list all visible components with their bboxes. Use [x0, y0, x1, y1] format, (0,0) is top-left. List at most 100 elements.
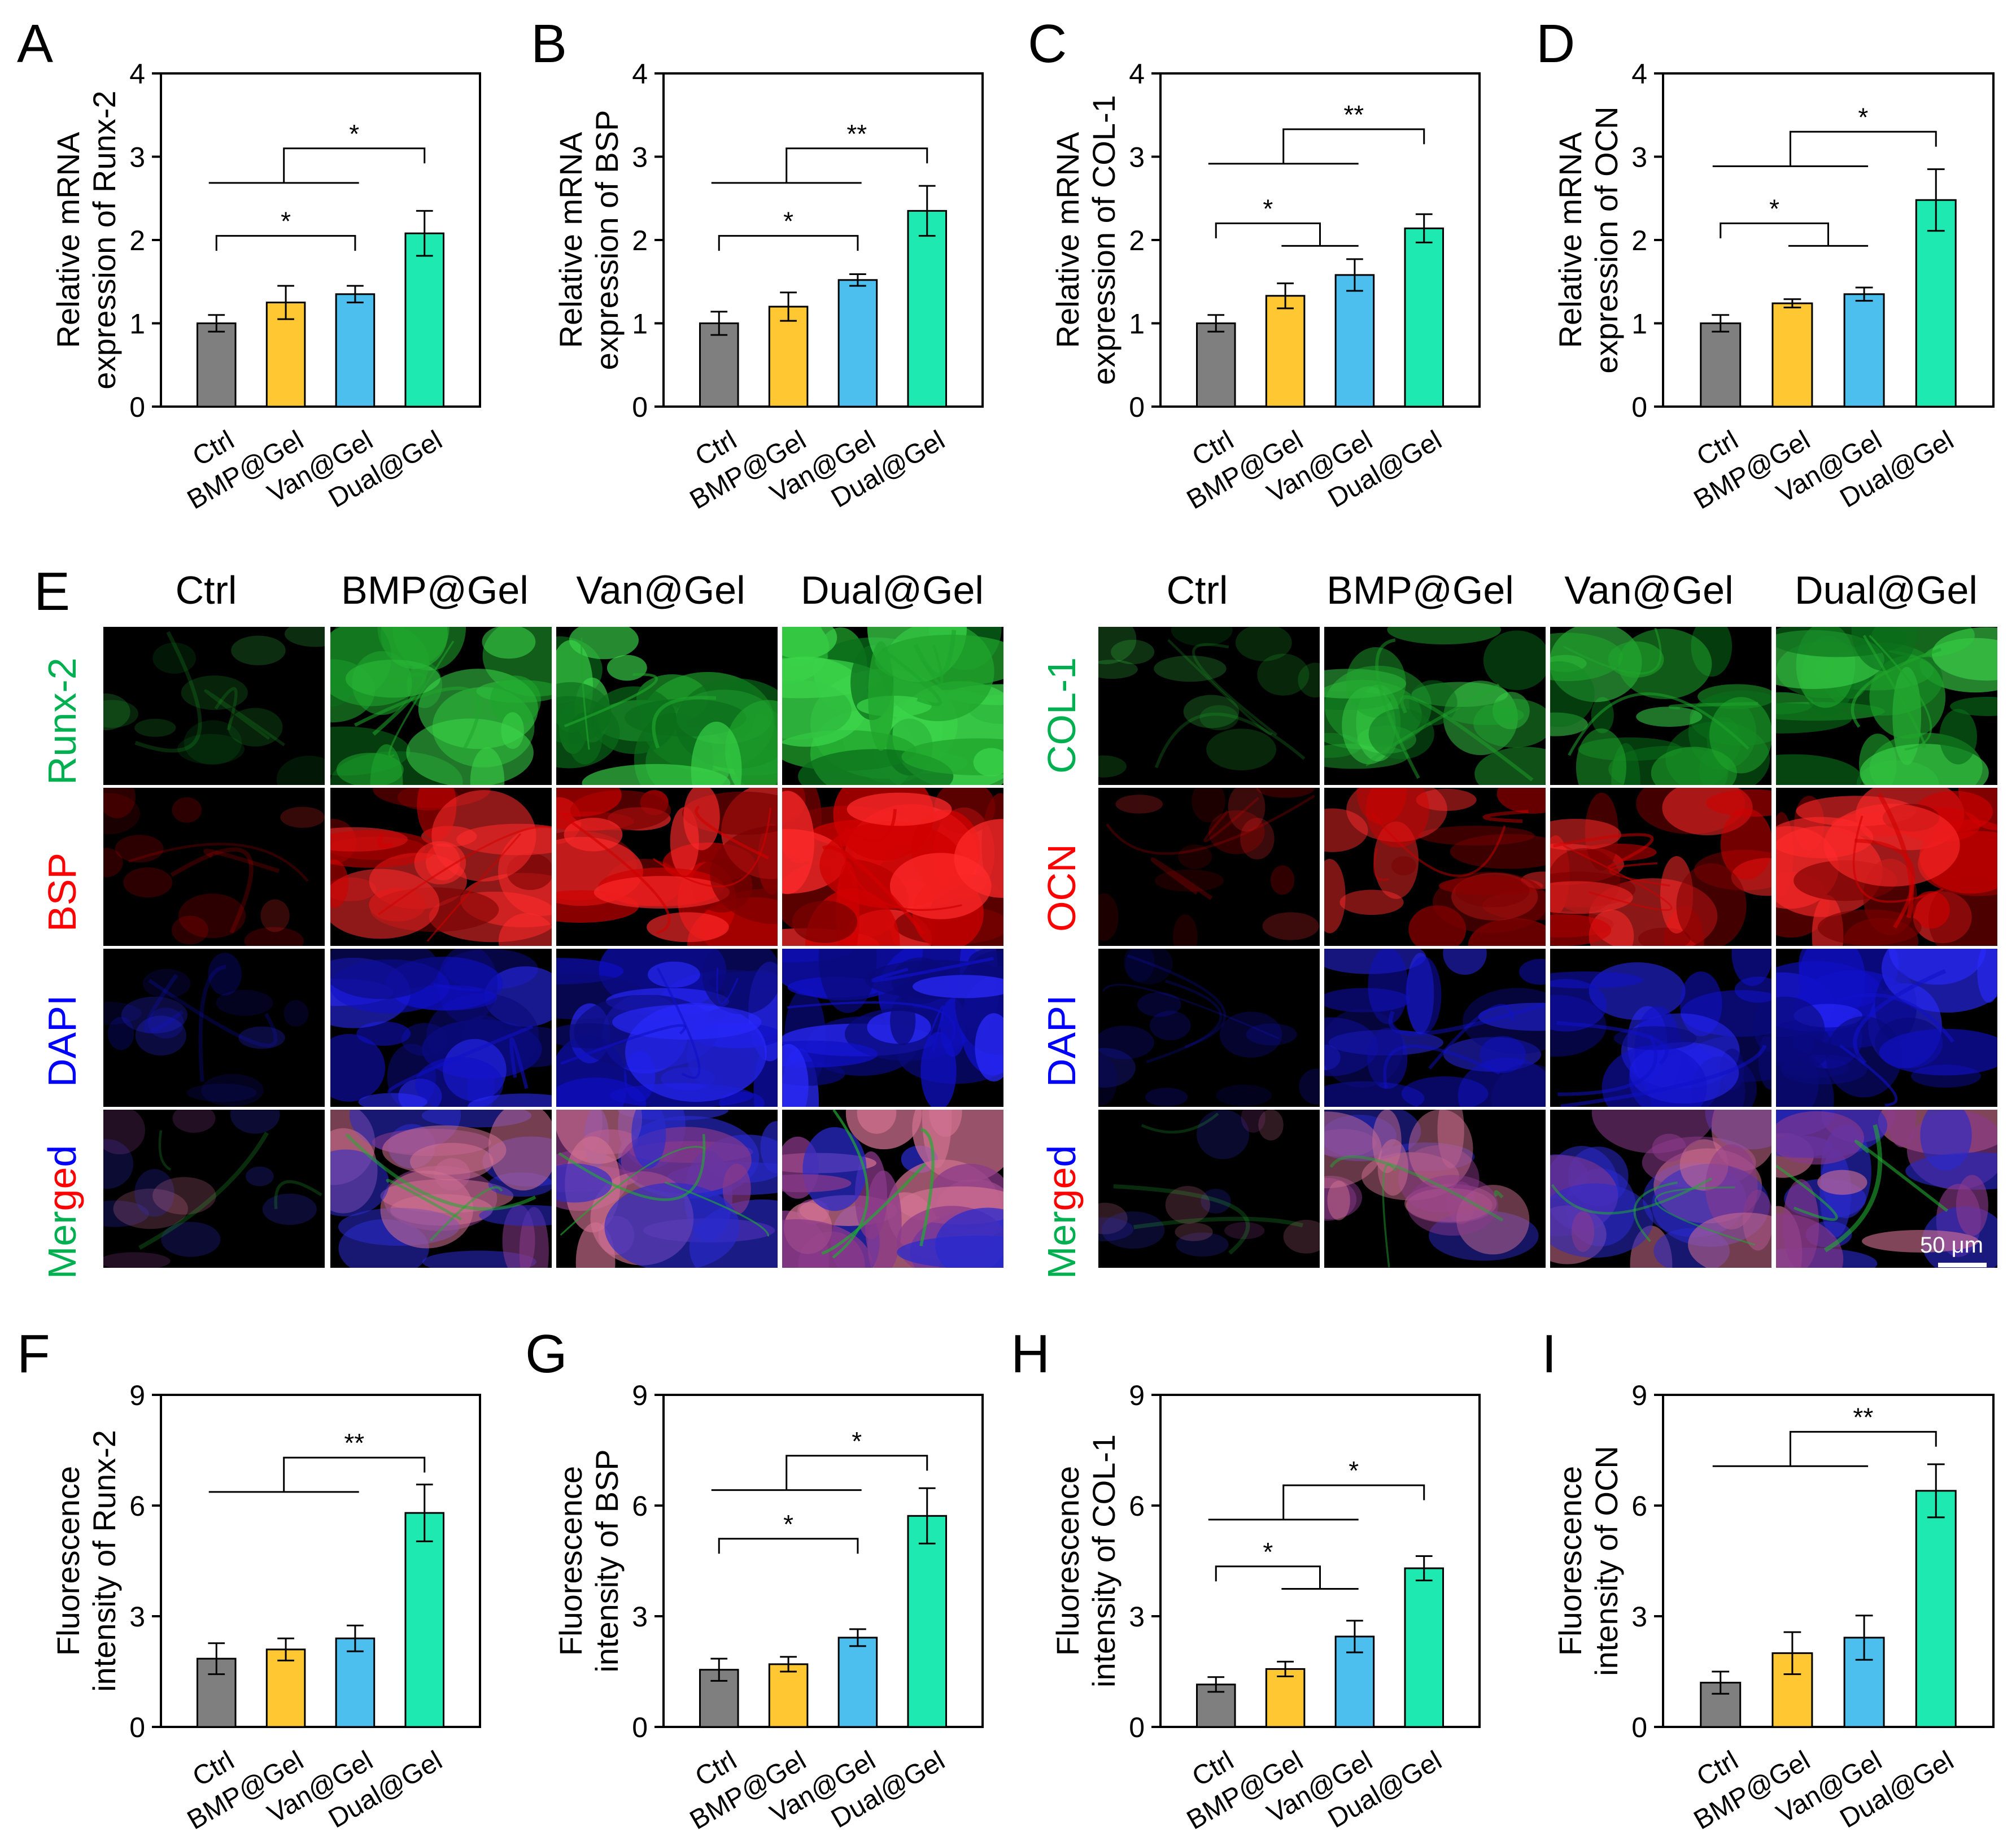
- micrograph-right-red-col1: [1324, 788, 1546, 946]
- chart-c-significance-1: **: [1208, 100, 1425, 165]
- col-header-right-van: Van@Gel: [1564, 568, 1734, 612]
- chart-a-ylabel-line-1: expression of Runx-2: [86, 90, 122, 389]
- micrograph-left-green-col1: [330, 627, 552, 785]
- chart-f-ytick-label-2: 6: [129, 1490, 145, 1522]
- chart-d-significance-label-0: *: [1769, 194, 1779, 224]
- scale-bar-label: 50 μm: [1920, 1233, 1983, 1258]
- chart-i-ytick-label-3: 9: [1631, 1380, 1647, 1411]
- micrograph-left-blue-col3: [782, 949, 1003, 1107]
- chart-i-ylabel-line-1: intensity of OCN: [1589, 1446, 1624, 1676]
- chart-i-bracket-0: [1789, 1430, 1937, 1467]
- chart-c-significance-label-0: *: [1263, 194, 1273, 224]
- chart-i-axes-frame: [1662, 1394, 1995, 1728]
- chart-b-significance-label-1: **: [846, 119, 867, 149]
- micrograph-right-blue-col3: [1776, 949, 1997, 1107]
- chart-d-bracket-1: [1789, 130, 1937, 167]
- chart-b-ytick-label-0: 0: [632, 391, 648, 423]
- chart-b: 0 1 2 3 4 Relative mRNA expression of BSP Ctrl B…: [503, 0, 1005, 536]
- chart-h-significance-1: *: [1208, 1456, 1425, 1521]
- micrograph-left-merged-col0: [103, 1110, 325, 1268]
- chart-f-axes-frame: [160, 1394, 481, 1728]
- chart-b-ytick-label-2: 2: [632, 225, 648, 256]
- chart-h-ytick-label-1: 3: [1129, 1601, 1145, 1633]
- chart-b-bar-2: [837, 279, 878, 408]
- chart-f-ylabel-line-0: Fluorescence: [50, 1466, 86, 1656]
- micrograph-right-green-col1: [1324, 627, 1546, 785]
- chart-h-bar-3: [1404, 1567, 1445, 1728]
- panel-letter-b: B: [531, 14, 568, 74]
- chart-h-bracket-0: [1215, 1565, 1321, 1589]
- chart-a-significance-label-0: *: [281, 207, 291, 236]
- col-header-left-ctrl: Ctrl: [175, 568, 237, 612]
- chart-f-significance-label-0: **: [344, 1428, 364, 1458]
- chart-c-ytick-label-1: 1: [1129, 308, 1145, 340]
- chart-g-bracket-0: [718, 1538, 859, 1554]
- row-label-right-red: OCN: [1040, 844, 1084, 932]
- merged-label-letter: e: [1040, 1224, 1084, 1246]
- chart-i-bar-3: [1915, 1490, 1957, 1728]
- chart-h-axes-frame: [1159, 1394, 1481, 1728]
- micrograph-right-merged-col1: [1324, 1110, 1546, 1268]
- chart-h-ytick-label-0: 0: [1129, 1712, 1145, 1743]
- chart-c-ytick-label-3: 3: [1129, 142, 1145, 173]
- chart-h-significance-0: *: [1215, 1537, 1359, 1590]
- chart-a-significance-label-1: *: [349, 119, 359, 149]
- merged-label-letter: g: [1040, 1189, 1084, 1211]
- chart-g-ytick-label-3: 9: [632, 1380, 648, 1411]
- merged-label-letter: M: [1040, 1246, 1084, 1279]
- chart-h-ylabel-line-1: intensity of COL-1: [1086, 1434, 1122, 1687]
- chart-g-ytick-label-0: 0: [632, 1712, 648, 1743]
- micrograph-left-blue-col1: [330, 949, 552, 1107]
- chart-i: 0 3 6 9 Fluorescence intensity of OCN Ctrl BMP@…: [1502, 1316, 2016, 1841]
- chart-d-bar-3: [1915, 199, 1957, 408]
- chart-c-bar-1: [1265, 295, 1306, 408]
- micrograph-left-blue-col0: [103, 949, 325, 1107]
- micrograph-right-merged-col3: [1776, 1110, 1997, 1268]
- chart-g-significance-0: *: [718, 1510, 859, 1554]
- chart-d-significance-label-1: *: [1858, 102, 1868, 132]
- panel-letter-f: F: [17, 1324, 50, 1384]
- merged-label-letter: e: [40, 1224, 84, 1246]
- chart-d-significance-0: *: [1720, 194, 1869, 247]
- chart-a-ytick-label-3: 3: [129, 142, 145, 173]
- panel-letter-g: G: [525, 1324, 568, 1384]
- chart-d-ytick-label-0: 0: [1631, 391, 1647, 423]
- row-label-left-green: Runx-2: [40, 657, 84, 785]
- chart-h-bracket-1: [1282, 1484, 1425, 1520]
- chart-b-significance-0: *: [718, 207, 859, 251]
- chart-f-ytick-label-1: 3: [129, 1601, 145, 1633]
- micrograph-left-green-col3: [782, 627, 1003, 785]
- chart-b-ylabel-line-1: expression of BSP: [589, 110, 625, 370]
- chart-i-significance-0: **: [1712, 1402, 1937, 1467]
- micrograph-right-blue-col0: [1098, 949, 1320, 1107]
- row-label-right-green: COL-1: [1040, 657, 1084, 774]
- chart-a-ylabel-line-0: Relative mRNA: [50, 132, 86, 348]
- micrograph-left-red-col0: [103, 788, 325, 946]
- micrograph-right-red-col2: [1550, 788, 1771, 946]
- chart-c-bracket-0: [1215, 223, 1321, 246]
- panel-letter-d: D: [1536, 14, 1576, 74]
- chart-g-bar-2: [837, 1637, 878, 1728]
- chart-h-significance-label-0: *: [1263, 1537, 1273, 1567]
- micrograph-right-green-col3: [1776, 627, 1997, 785]
- micrograph-left-red-col2: [556, 788, 778, 946]
- panel-letter-h: H: [1011, 1324, 1050, 1384]
- micrograph-right-merged-col0: [1098, 1110, 1320, 1268]
- chart-c-ylabel-line-0: Relative mRNA: [1050, 132, 1085, 348]
- chart-g-bracket-1: [786, 1455, 928, 1490]
- panel-letter-a: A: [17, 14, 54, 74]
- chart-d-ytick-label-2: 2: [1631, 225, 1647, 256]
- chart-f-ytick-label-3: 9: [129, 1380, 145, 1411]
- micrograph-left-green-col2: [556, 627, 778, 785]
- chart-g-significance-1: *: [711, 1426, 928, 1491]
- chart-g-significance-label-1: *: [852, 1426, 862, 1456]
- merged-label-letter: M: [40, 1246, 84, 1279]
- chart-g-axes-frame: [662, 1394, 984, 1728]
- chart-c: 0 1 2 3 4 Relative mRNA expression of COL-1 Ctr…: [1000, 0, 1502, 536]
- chart-a-bar-2: [335, 293, 376, 408]
